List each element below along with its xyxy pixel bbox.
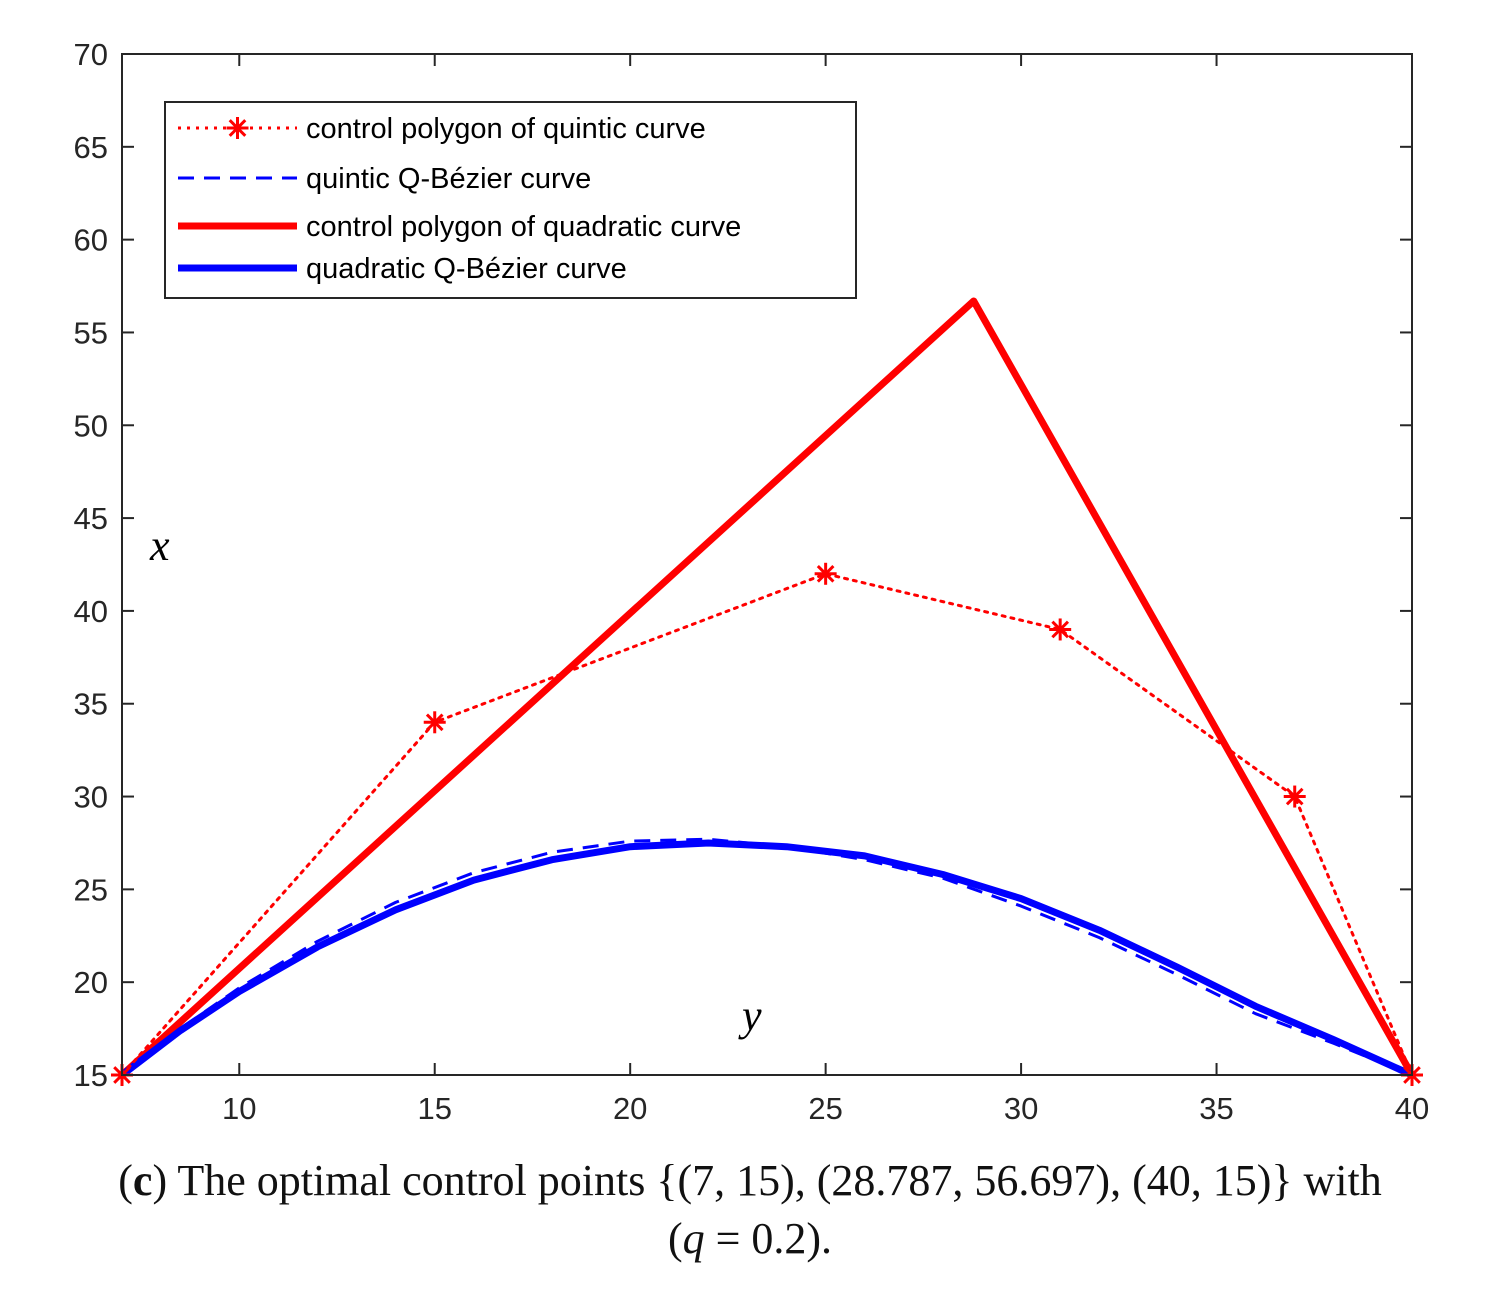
asterisk-stroke xyxy=(425,713,444,732)
x-tick-label: 25 xyxy=(808,1091,842,1126)
y-tick-label: 50 xyxy=(74,408,108,443)
legend-label: control polygon of quadratic curve xyxy=(306,211,741,243)
y-tick-label: 35 xyxy=(74,687,108,722)
caption-line-1: (c) The optimal control points {(7, 15),… xyxy=(118,1156,1382,1205)
y-tick-label: 30 xyxy=(74,780,108,815)
series-quintic-q-b-zier-curve xyxy=(121,837,1413,1077)
x-tick-label: 30 xyxy=(1004,1091,1038,1126)
caption-text: The optimal control points {(7, 15), (28… xyxy=(177,1156,1382,1205)
labels-layer: 10 15 20 25 30 35 40 15 20 25 30 35 40 45 50 55 60 65 70 x y xyxy=(74,37,1430,1126)
asterisk-stroke xyxy=(228,119,247,137)
frame-layer xyxy=(121,53,1413,1076)
legend-label: quintic Q-Bézier curve xyxy=(306,163,591,195)
y-axis-label: x xyxy=(149,521,170,570)
x-tick-label: 40 xyxy=(1395,1091,1429,1126)
y-tick-label: 25 xyxy=(74,872,108,907)
x-axis-label: y xyxy=(738,991,762,1040)
asterisk-marker xyxy=(1283,785,1306,808)
series-control-polygon-of-quadratic-curve xyxy=(119,297,1416,1078)
asterisk-marker xyxy=(423,711,446,734)
series-layer xyxy=(111,297,1423,1086)
y-tick-label: 20 xyxy=(74,965,108,1000)
caption-line-2: (q = 0.2). xyxy=(668,1214,832,1263)
legend: control polygon of quintic curve quintic … xyxy=(164,101,857,299)
x-tick-label: 20 xyxy=(613,1091,647,1126)
y-tick-label: 70 xyxy=(74,37,108,72)
asterisk-marker xyxy=(814,562,837,585)
x-tick-label: 35 xyxy=(1199,1091,1233,1126)
asterisk-stroke xyxy=(1051,620,1070,639)
caption-q-variable: q xyxy=(682,1214,705,1263)
x-tick-label: 15 xyxy=(417,1091,451,1126)
caption-q-value: = 0.2). xyxy=(704,1214,833,1263)
caption-label: c xyxy=(132,1156,153,1205)
caption-open-paren: ( xyxy=(667,1214,683,1263)
y-tick-label: 40 xyxy=(74,594,108,629)
chart-figure: 10 15 20 25 30 35 40 15 20 25 30 35 40 45 50 55 60 65 70 x y… xyxy=(74,37,1430,1126)
asterisk-marker xyxy=(226,117,249,139)
series-control-polygon-of-quintic-curve xyxy=(120,572,1414,1077)
x-tick-label: 10 xyxy=(222,1091,256,1126)
figure-caption: (c) The optimal control points {(7, 15),… xyxy=(40,1152,1460,1268)
y-tick-label: 45 xyxy=(74,501,108,536)
y-tick-label: 15 xyxy=(74,1058,108,1093)
series-quadratic-q-b-zier-curve xyxy=(118,839,1416,1079)
legend-label: control polygon of quintic curve xyxy=(306,113,706,145)
legend-label: quadratic Q-Bézier curve xyxy=(306,253,627,285)
y-tick-label: 65 xyxy=(74,130,108,165)
plot-frame xyxy=(121,53,1413,1076)
y-tick-label: 60 xyxy=(74,223,108,258)
asterisk-stroke xyxy=(1285,787,1304,806)
asterisk-marker xyxy=(1049,618,1072,641)
y-tick-label: 55 xyxy=(74,315,108,350)
asterisk-stroke xyxy=(816,564,835,583)
